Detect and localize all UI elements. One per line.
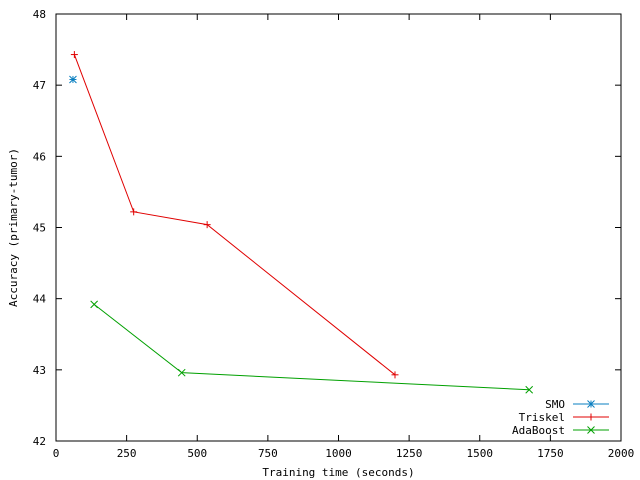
x-tick-label: 500 bbox=[187, 447, 207, 460]
legend-marker-smo bbox=[587, 400, 595, 408]
legend-entry-triskel: Triskel bbox=[519, 411, 609, 424]
legend-entry-smo: SMO bbox=[545, 398, 609, 411]
axis-ticks: 0 250 500 750 1000 1250 1500 1750 2000 42 43 44 45 46… bbox=[33, 8, 635, 460]
x-tick-label: 1000 bbox=[325, 447, 352, 460]
y-tick-label: 43 bbox=[33, 364, 46, 377]
y-tick-label: 44 bbox=[33, 293, 47, 306]
plot-frame bbox=[55, 13, 622, 442]
series-adaboost bbox=[90, 300, 534, 394]
x-axis-label: Training time (seconds) bbox=[262, 466, 414, 479]
x-tick-label: 250 bbox=[117, 447, 137, 460]
legend-label: AdaBoost bbox=[512, 424, 565, 437]
legend-marker-triskel bbox=[587, 413, 595, 421]
data-point-adaboost bbox=[177, 368, 186, 377]
data-point-triskel bbox=[203, 221, 211, 229]
data-point-triskel bbox=[130, 208, 138, 216]
y-tick-label: 48 bbox=[33, 8, 46, 21]
data-point-adaboost bbox=[90, 300, 98, 309]
series-triskel bbox=[70, 51, 399, 379]
series-line-triskel bbox=[73, 54, 396, 376]
legend-marker-adaboost bbox=[587, 426, 595, 434]
y-tick-label: 46 bbox=[33, 150, 46, 163]
data-point-adaboost bbox=[525, 385, 534, 394]
series-smo bbox=[69, 75, 77, 84]
data-point-smo bbox=[69, 75, 77, 84]
x-tick-label: 1250 bbox=[396, 447, 423, 460]
series-layer bbox=[69, 51, 534, 394]
legend-label: Triskel bbox=[519, 411, 565, 424]
legend-entry-adaboost: AdaBoost bbox=[512, 424, 609, 437]
x-tick-label: 1500 bbox=[467, 447, 494, 460]
y-tick-label: 45 bbox=[33, 222, 46, 235]
x-tick-label: 0 bbox=[53, 447, 60, 460]
x-tick-label: 2000 bbox=[608, 447, 635, 460]
y-axis-label: Accuracy (primary-tumor) bbox=[7, 148, 20, 307]
legend-label: SMO bbox=[545, 398, 565, 411]
y-tick-label: 47 bbox=[33, 79, 46, 92]
x-tick-label: 1750 bbox=[537, 447, 564, 460]
plot-border bbox=[55, 13, 622, 442]
data-point-triskel bbox=[391, 371, 399, 379]
data-point-triskel bbox=[70, 51, 78, 59]
y-tick-label: 42 bbox=[33, 435, 46, 448]
x-tick-label: 750 bbox=[258, 447, 278, 460]
series-line-adaboost bbox=[93, 303, 530, 391]
